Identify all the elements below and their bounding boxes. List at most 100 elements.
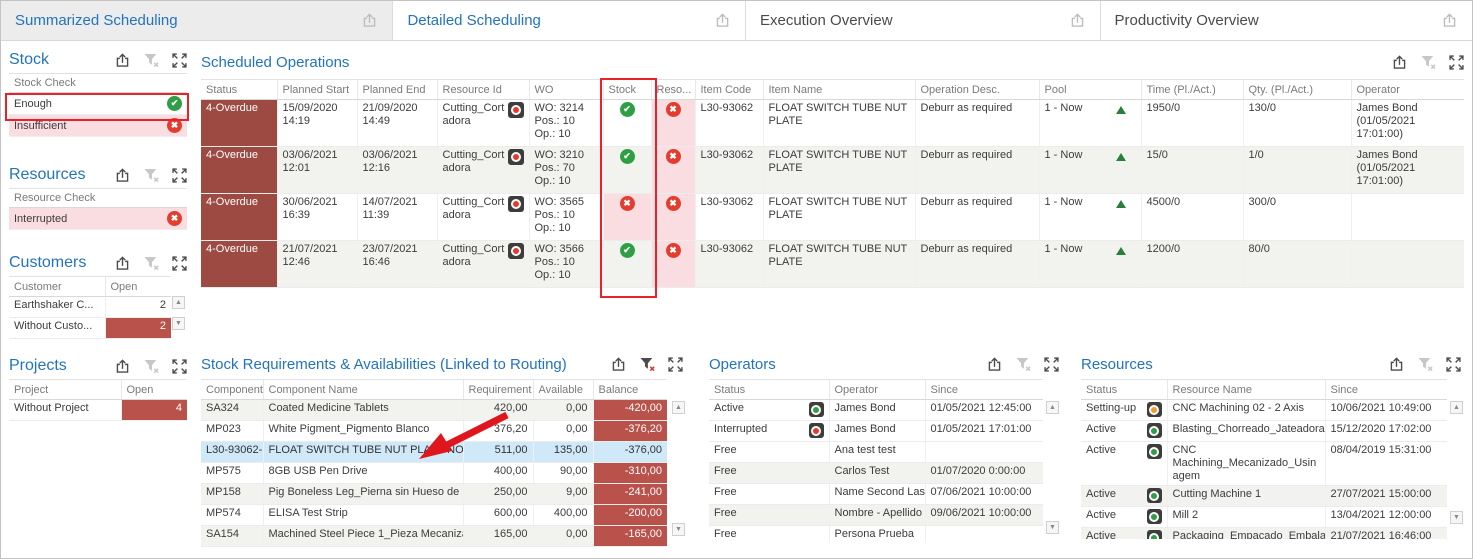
component-cell[interactable]: MP023 <box>201 420 263 442</box>
qty-cell[interactable]: 1/0 <box>1242 146 1351 194</box>
planned-end-cell[interactable]: 03/06/2021 12:16 <box>356 146 437 194</box>
scroll-up-arrow[interactable] <box>672 401 685 414</box>
requirement-cell[interactable]: 376,20 <box>462 420 533 442</box>
pool-cell[interactable]: 1 - Now <box>1038 99 1141 147</box>
component-cell[interactable]: SA154 <box>201 525 263 547</box>
operator-cell[interactable]: James Bond <box>828 420 925 442</box>
status-cell[interactable]: Free <box>709 462 829 484</box>
table-row[interactable]: 4-Overdue 03/06/2021 12:01 03/06/2021 12… <box>201 146 1464 194</box>
status-cell[interactable]: 4-Overdue <box>201 99 277 147</box>
table-row-selected[interactable]: L30-93062-LC FLOAT SWITCH TUBE NUT PLATE… <box>201 441 667 463</box>
scroll-up-arrow[interactable] <box>1450 401 1463 414</box>
requirement-cell[interactable]: 511,00 <box>462 441 533 463</box>
resource-check-cell[interactable] <box>650 240 695 288</box>
available-cell[interactable]: 0,00 <box>532 420 593 442</box>
wo-cell[interactable]: WO: 3565 Pos.: 10 Op.: 10 <box>528 193 603 241</box>
balance-cell[interactable]: -200,00 <box>592 504 667 526</box>
table-row[interactable]: MP158 Pig Boneless Leg_Pierna sin Hueso … <box>201 483 667 505</box>
qty-cell[interactable]: 130/0 <box>1242 99 1351 147</box>
export-icon[interactable] <box>1391 54 1408 71</box>
wo-cell[interactable]: WO: 3214 Pos.: 10 Op.: 10 <box>528 99 603 147</box>
component-name-cell[interactable]: Machined Steel Piece 1_Pieza Mecaniza... <box>262 525 463 547</box>
column-header-stock[interactable]: Stock <box>602 79 651 100</box>
maximize-icon[interactable] <box>172 255 187 271</box>
item-code-cell[interactable]: L30-93062 <box>694 146 763 194</box>
operator-cell[interactable]: Persona Prueba <box>828 525 925 543</box>
available-cell[interactable]: 135,00 <box>532 441 593 463</box>
resource-id-cell[interactable]: Cutting_Cortadora <box>436 240 529 288</box>
planned-end-cell[interactable]: 23/07/2021 16:46 <box>356 240 437 288</box>
table-row[interactable]: Without Project 4 <box>9 399 187 421</box>
export-icon[interactable] <box>114 52 131 69</box>
item-name-cell[interactable]: FLOAT SWITCH TUBE NUT PLATE <box>762 146 915 194</box>
operator-cell[interactable]: James Bond (01/05/2021 17:01:00) <box>1350 99 1464 147</box>
table-row[interactable]: MP575 8GB USB Pen Drive 400,00 90,00 -31… <box>201 462 667 484</box>
resource-id-cell[interactable]: Cutting_Cortadora <box>436 193 529 241</box>
item-name-cell[interactable]: FLOAT SWITCH TUBE NUT PLATE <box>762 193 915 241</box>
balance-cell[interactable]: -165,00 <box>592 525 667 547</box>
status-cell[interactable]: Active <box>1081 441 1167 486</box>
planned-end-cell[interactable]: 21/09/2020 14:49 <box>356 99 437 147</box>
available-cell[interactable]: 0,00 <box>532 399 593 421</box>
time-cell[interactable]: 15/0 <box>1140 146 1243 194</box>
since-cell[interactable]: 01/07/2020 0:00:00 <box>924 462 1043 484</box>
qty-cell[interactable]: 300/0 <box>1242 193 1351 241</box>
balance-cell[interactable]: -376,20 <box>592 420 667 442</box>
since-cell[interactable] <box>924 441 1043 463</box>
since-cell[interactable]: 10/06/2021 10:49:00 <box>1324 399 1447 421</box>
column-header-item-code[interactable]: Item Code <box>694 79 763 100</box>
resource-name-cell[interactable]: CNC Machining_Mecanizado_Usinagem <box>1166 441 1325 486</box>
list-item-interrupted[interactable]: Interrupted <box>9 208 187 230</box>
column-header-qty[interactable]: Qty. (Pl./Act.) <box>1242 79 1351 100</box>
requirement-cell[interactable]: 165,00 <box>462 525 533 547</box>
table-row[interactable]: Setting-up CNC Machining 02 - 2 Axis 10/… <box>1081 399 1447 421</box>
status-cell[interactable]: Free <box>709 504 829 526</box>
resource-id-cell[interactable]: Cutting_Cortadora <box>436 146 529 194</box>
component-name-cell[interactable]: ELISA Test Strip <box>262 504 463 526</box>
item-code-cell[interactable]: L30-93062 <box>694 240 763 288</box>
balance-cell[interactable]: -310,00 <box>592 462 667 484</box>
column-header-operation-desc[interactable]: Operation Desc. <box>914 79 1039 100</box>
table-row[interactable]: Interrupted James Bond 01/05/2021 17:01:… <box>709 420 1043 442</box>
column-header-pool[interactable]: Pool <box>1038 79 1141 100</box>
operator-cell[interactable]: Carlos Test <box>828 462 925 484</box>
column-header-wo[interactable]: WO <box>528 79 603 100</box>
maximize-icon[interactable] <box>172 167 187 183</box>
since-cell[interactable]: 01/05/2021 17:01:00 <box>924 420 1043 442</box>
export-icon[interactable] <box>1388 356 1405 373</box>
maximize-icon[interactable] <box>172 358 187 374</box>
table-row[interactable]: Free Ana test test <box>709 441 1043 463</box>
clear-filter-icon[interactable] <box>143 167 160 183</box>
available-cell[interactable]: 90,00 <box>532 462 593 484</box>
component-cell[interactable]: MP158 <box>201 483 263 505</box>
since-cell[interactable]: 27/07/2021 15:00:00 <box>1324 485 1447 507</box>
status-cell[interactable]: Active <box>1081 420 1167 442</box>
status-cell[interactable]: Active <box>1081 485 1167 507</box>
table-row[interactable]: Free Persona Prueba <box>709 525 1043 543</box>
balance-cell[interactable]: -420,00 <box>592 399 667 421</box>
since-cell[interactable]: 15/12/2020 17:02:00 <box>1324 420 1447 442</box>
customer-cell[interactable]: Earthshaker C... <box>9 296 105 318</box>
status-cell[interactable]: 4-Overdue <box>201 193 277 241</box>
time-cell[interactable]: 1950/0 <box>1140 99 1243 147</box>
table-row[interactable]: Active Mill 2 13/04/2021 12:00:00 <box>1081 506 1447 528</box>
time-cell[interactable]: 4500/0 <box>1140 193 1243 241</box>
component-cell[interactable]: SA324 <box>201 399 263 421</box>
table-row[interactable]: Active Blasting_Chorreado_Jateadora 15/1… <box>1081 420 1447 442</box>
maximize-icon[interactable] <box>1449 54 1464 70</box>
component-name-cell[interactable]: Pig Boneless Leg_Pierna sin Hueso de C..… <box>262 483 463 505</box>
component-name-cell[interactable]: FLOAT SWITCH TUBE NUT PLATE NOT ... <box>262 441 463 463</box>
operator-cell[interactable]: Name Second Last <box>828 483 925 505</box>
export-icon[interactable] <box>114 255 131 272</box>
requirement-cell[interactable]: 400,00 <box>462 462 533 484</box>
clear-filter-icon[interactable] <box>143 358 160 374</box>
status-cell[interactable]: Free <box>709 483 829 505</box>
export-icon[interactable] <box>361 12 378 29</box>
item-name-cell[interactable]: FLOAT SWITCH TUBE NUT PLATE <box>762 99 915 147</box>
balance-cell[interactable]: -376,00 <box>592 441 667 463</box>
scroll-down-arrow[interactable] <box>172 317 185 330</box>
column-header-status[interactable]: Status <box>201 79 277 100</box>
table-row[interactable]: 4-Overdue 21/07/2021 12:46 23/07/2021 16… <box>201 240 1464 288</box>
status-cell[interactable]: Free <box>709 525 829 543</box>
resource-check-cell[interactable] <box>650 99 695 147</box>
